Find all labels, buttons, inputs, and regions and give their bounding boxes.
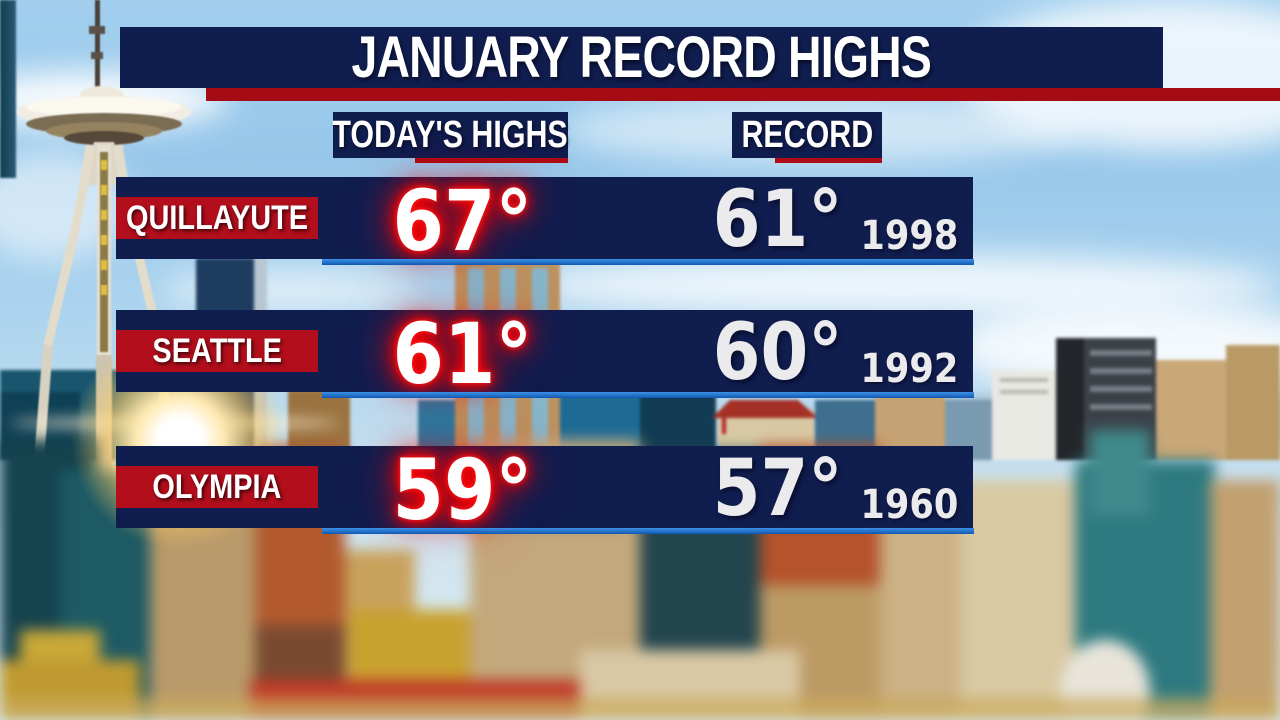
- todays-high-value: 67°: [392, 172, 532, 270]
- record-value-group: 60° 1992: [695, 310, 958, 392]
- city-label-box: QUILLAYUTE: [116, 197, 318, 239]
- record-year: 1998: [860, 213, 958, 259]
- table-row-quillayute: QUILLAYUTE 67° 61° 1998: [116, 172, 974, 270]
- table-row-olympia: OLYMPIA 59° 57° 1960: [116, 441, 974, 539]
- column-header-label: TODAY'S HIGHS: [332, 113, 569, 156]
- city-label-box: SEATTLE: [116, 330, 318, 372]
- page-title: JANUARY RECORD HIGHS: [351, 25, 932, 90]
- record-high-value: 60°: [712, 308, 843, 398]
- city-name: QUILLAYUTE: [126, 198, 308, 237]
- city-label-box: OLYMPIA: [116, 466, 318, 508]
- edge-building: [0, 0, 16, 178]
- row-underline: [322, 259, 974, 265]
- column-header-todays-highs: TODAY'S HIGHS: [333, 112, 568, 158]
- todays-high-value: 61°: [392, 305, 532, 403]
- row-underline: [322, 528, 974, 534]
- title-red-strip: [206, 88, 1280, 101]
- city-name: OLYMPIA: [152, 467, 282, 506]
- title-bar: JANUARY RECORD HIGHS: [120, 25, 1163, 90]
- header-underline: [415, 158, 568, 163]
- record-high-value: 57°: [712, 444, 843, 534]
- record-value-group: 61° 1998: [695, 177, 958, 259]
- header-underline: [775, 158, 882, 163]
- record-high-value: 61°: [712, 175, 843, 265]
- record-year: 1960: [860, 482, 958, 528]
- todays-high-value: 59°: [392, 441, 532, 539]
- table-row-seattle: SEATTLE 61° 60° 1992: [116, 305, 974, 403]
- row-underline: [322, 392, 974, 398]
- record-value-group: 57° 1960: [695, 446, 958, 528]
- column-header-label: RECORD: [741, 113, 873, 156]
- record-year: 1992: [860, 346, 958, 392]
- column-header-record: RECORD: [732, 112, 882, 158]
- city-name: SEATTLE: [152, 331, 282, 370]
